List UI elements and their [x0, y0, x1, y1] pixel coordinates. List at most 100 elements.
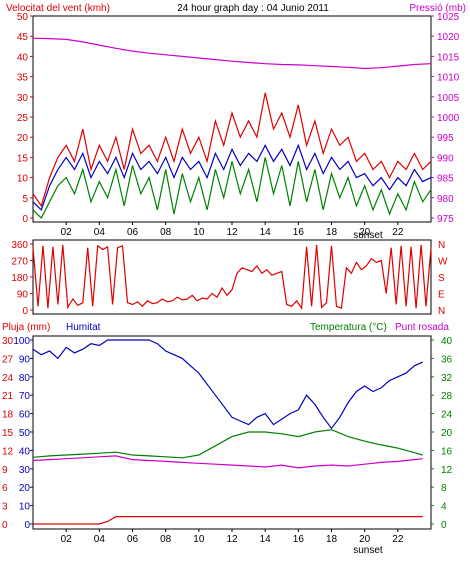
rain-axis-tick-label: 24	[2, 373, 14, 384]
x-tick-label: 10	[193, 534, 205, 545]
wind-axis-tick-label: 40	[17, 52, 29, 63]
x-tick-label: 22	[392, 534, 404, 545]
temperature-axis-tick-label: 28	[441, 391, 453, 402]
direction-axis-tick-label: 90	[17, 290, 29, 301]
humidity-axis-tick-label: 100	[13, 336, 30, 347]
x-tick-label: 02	[61, 227, 73, 238]
temperature-legend-label: Temperatura (°C)	[310, 322, 387, 333]
compass-label: W	[438, 257, 448, 268]
rain-axis-tick-label: 30	[2, 336, 14, 347]
direction-axis-tick-label: 0	[22, 306, 28, 317]
dewpoint-line	[32, 455, 423, 469]
wind-direction-line	[32, 244, 432, 310]
x-tick-label: 06	[127, 227, 139, 238]
x-tick-label: 18	[326, 534, 338, 545]
wind-axis-tick-label: 0	[22, 214, 28, 225]
wind-average-line	[32, 143, 432, 211]
wind-pressure-chart: 0510152025303540455097598098599099510001…	[17, 12, 460, 241]
graph-date-title: 24 hour graph day : 04 Junio 2011	[177, 3, 329, 14]
x-tick-label: 22	[392, 227, 404, 238]
wind-gust-line	[32, 92, 432, 208]
humidity-axis-tick-label: 50	[19, 428, 31, 439]
wind-axis-tick-label: 10	[17, 174, 29, 185]
humidity-axis-tick-label: 80	[19, 373, 31, 384]
rain-axis-tick-label: 18	[2, 410, 14, 421]
panel-wind-frame	[32, 15, 432, 223]
x-tick-label: 06	[127, 534, 139, 545]
compass-label: S	[438, 273, 445, 284]
pressure-axis-tick-label: 1025	[437, 12, 460, 23]
wind-axis-tick-label: 25	[17, 113, 29, 124]
pressure-axis-tick-label: 1015	[437, 52, 460, 63]
direction-axis-tick-label: 180	[11, 273, 28, 284]
wind-speed-title: Velocitat del vent (kmh)	[6, 3, 110, 14]
temperature-axis-tick-label: 24	[441, 410, 453, 421]
x-tick-label: 04	[94, 227, 106, 238]
x-tick-label: 14	[260, 534, 272, 545]
temperature-axis-tick-label: 4	[441, 502, 447, 513]
pressure-axis-tick-label: 1010	[437, 73, 460, 84]
wind-axis-tick-label: 30	[17, 93, 29, 104]
wind-axis-tick-label: 15	[17, 153, 29, 164]
x-tick-label: 18	[326, 227, 338, 238]
wind-axis-tick-label: 35	[17, 73, 29, 84]
x-tick-label: 08	[160, 227, 172, 238]
panel-direction-frame	[32, 239, 432, 315]
rain-axis-tick-label: 6	[2, 483, 8, 494]
wind-axis-tick-label: 50	[17, 12, 29, 23]
pressure-axis-tick-label: 990	[437, 153, 454, 164]
humidity-axis-tick-label: 60	[19, 410, 31, 421]
rain-axis-tick-label: 9	[2, 465, 8, 476]
humidity-axis-tick-label: 0	[24, 520, 30, 531]
rain-axis-tick-label: 27	[2, 354, 14, 365]
wind-axis-tick-label: 20	[17, 133, 29, 144]
rain-axis-tick-label: 0	[2, 520, 8, 531]
x-tick-label: 08	[160, 534, 172, 545]
wind-axis-tick-label: 45	[17, 32, 29, 43]
dewpoint-legend-label: Punt rosada	[395, 322, 449, 333]
rain-axis-tick-label: 21	[2, 391, 14, 402]
x-tick-label: 20	[359, 227, 371, 238]
temperature-axis-tick-label: 8	[441, 483, 447, 494]
rain-axis-tick-label: 15	[2, 428, 14, 439]
humidity-axis-tick-label: 20	[19, 483, 31, 494]
rain-axis-tick-label: 12	[2, 446, 14, 457]
pressure-axis-tick-label: 995	[437, 133, 454, 144]
pressure-line	[32, 37, 432, 70]
rain-line	[33, 515, 423, 525]
pressure-axis-tick-label: 985	[437, 174, 454, 185]
pressure-title: Pressió (mb)	[409, 3, 466, 14]
x-tick-label: 16	[293, 534, 305, 545]
wind-min-line	[32, 157, 432, 219]
rain-legend-label: Pluja (mm)	[2, 322, 50, 333]
humidity-axis-tick-label: 30	[19, 465, 31, 476]
humidity-axis-tick-label: 90	[19, 354, 31, 365]
panel-temp-frame	[32, 335, 432, 530]
temperature-axis-tick-label: 16	[441, 446, 453, 457]
temperature-humidity-chart: 0369121518212427300102030405060708090100…	[2, 336, 453, 556]
x-tick-label: 20	[359, 534, 371, 545]
temperature-line	[32, 429, 423, 459]
pressure-axis-tick-label: 980	[437, 194, 454, 205]
temperature-axis-tick-label: 36	[441, 354, 453, 365]
rain-axis-tick-label: 3	[2, 502, 8, 513]
temperature-axis-tick-label: 32	[441, 373, 453, 384]
humidity-axis-tick-label: 40	[19, 446, 31, 457]
pressure-axis-tick-label: 1020	[437, 32, 460, 43]
pressure-axis-tick-label: 1005	[437, 93, 460, 104]
pressure-axis-tick-label: 1000	[437, 113, 460, 124]
x-tick-label: 12	[226, 227, 238, 238]
temperature-axis-tick-label: 40	[441, 336, 453, 347]
x-tick-label: 14	[260, 227, 272, 238]
humidity-axis-tick-label: 70	[19, 391, 31, 402]
compass-label: N	[438, 240, 445, 251]
x-tick-label: 12	[226, 534, 238, 545]
x-tick-label: 10	[193, 227, 205, 238]
humidity-line	[32, 339, 423, 430]
sunset-label: sunset	[353, 545, 383, 556]
compass-label: N	[438, 306, 445, 317]
temperature-axis-tick-label: 12	[441, 465, 453, 476]
